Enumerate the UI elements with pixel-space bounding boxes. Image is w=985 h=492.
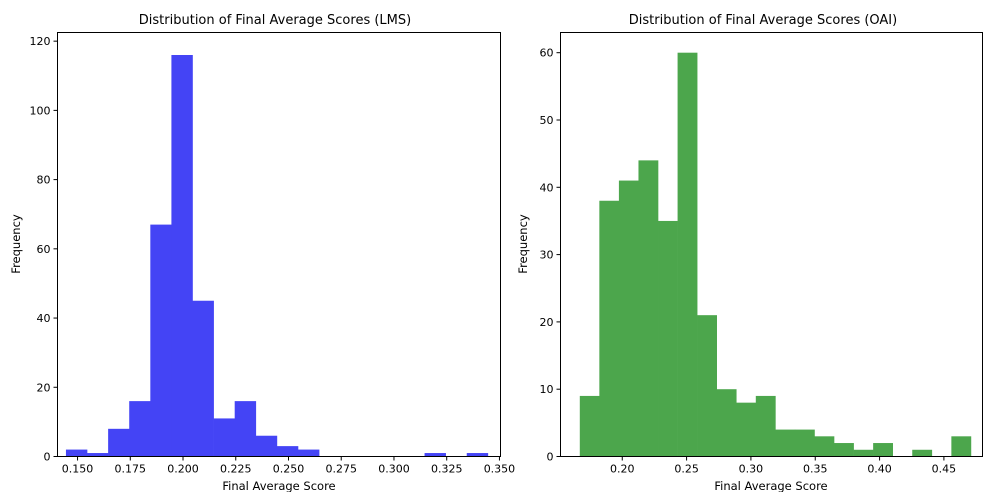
x-tick-label: 0.40 xyxy=(867,463,892,476)
chart-lms: Distribution of Final Average Scores (LM… xyxy=(9,13,515,492)
x-tick-label: 0.45 xyxy=(932,463,957,476)
y-tick-label: 30 xyxy=(540,249,554,262)
y-tick-label: 60 xyxy=(37,243,51,256)
x-tick-label: 0.25 xyxy=(674,463,699,476)
x-tick-label: 0.20 xyxy=(610,463,635,476)
x-tick-label: 0.325 xyxy=(431,463,463,476)
y-axis-label: Frequency xyxy=(9,214,23,274)
histogram-bar xyxy=(234,401,257,457)
histogram-bars xyxy=(579,52,972,457)
histogram-bar xyxy=(697,315,717,457)
histogram-bar xyxy=(579,395,600,457)
x-tick-label: 0.300 xyxy=(378,463,410,476)
x-axis-label: Final Average Score xyxy=(222,479,335,492)
histogram-bar xyxy=(873,443,893,457)
y-axis-label: Frequency xyxy=(516,214,530,274)
y-tick-label: 40 xyxy=(540,181,554,194)
y-axis-ticks: 0 10 20 30 40 50 60 xyxy=(540,47,561,464)
histogram-bar xyxy=(466,453,489,457)
y-tick-label: 20 xyxy=(37,381,51,394)
histogram-bar xyxy=(951,436,972,457)
x-tick-label: 0.350 xyxy=(484,463,516,476)
chart-title: Distribution of Final Average Scores (LM… xyxy=(139,13,411,28)
histogram-bar xyxy=(736,402,757,457)
histogram-bar xyxy=(171,55,193,457)
chart-title: Distribution of Final Average Scores (OA… xyxy=(629,13,897,28)
y-tick-label: 80 xyxy=(37,174,51,187)
histogram-bar xyxy=(794,429,815,457)
x-tick-label: 0.275 xyxy=(325,463,357,476)
histogram-bar xyxy=(213,418,235,457)
x-tick-label: 0.30 xyxy=(739,463,764,476)
histogram-bar xyxy=(618,180,639,457)
x-tick-label: 0.175 xyxy=(115,463,147,476)
plot-frame xyxy=(57,32,501,457)
y-tick-label: 0 xyxy=(547,451,554,464)
histogram-bar xyxy=(677,52,698,457)
y-tick-label: 100 xyxy=(30,104,51,117)
histogram-bar xyxy=(150,224,172,457)
histogram-bar xyxy=(129,401,151,457)
chart-oai: Distribution of Final Average Scores (OA… xyxy=(516,13,983,492)
histogram-bar xyxy=(658,220,678,457)
y-tick-label: 10 xyxy=(540,383,554,396)
x-tick-label: 0.150 xyxy=(62,463,94,476)
histogram-bar xyxy=(65,449,88,457)
y-tick-label: 0 xyxy=(44,451,51,464)
x-axis-ticks: 0.20 0.25 0.30 0.35 0.40 0.45 xyxy=(610,456,957,476)
x-axis-ticks: 0.150 0.175 0.200 0.225 0.250 0.275 0.300 0.325… xyxy=(62,456,516,476)
histogram-bars xyxy=(65,55,489,457)
y-axis-ticks: 0 20 40 60 80 100 120 xyxy=(30,35,58,464)
x-tick-label: 0.225 xyxy=(220,463,252,476)
y-tick-label: 60 xyxy=(540,47,554,60)
histogram-bar xyxy=(192,300,214,457)
x-tick-label: 0.250 xyxy=(273,463,305,476)
histogram-bar xyxy=(276,446,299,457)
y-tick-label: 40 xyxy=(37,312,51,325)
histogram-bar xyxy=(599,200,620,457)
histogram-bar xyxy=(775,429,796,457)
x-axis-label: Final Average Score xyxy=(714,479,827,492)
y-tick-label: 50 xyxy=(540,114,554,127)
y-tick-label: 20 xyxy=(540,316,554,329)
histogram-bar xyxy=(297,449,320,457)
histogram-bar xyxy=(755,395,776,457)
histogram-bar xyxy=(638,160,659,457)
plot-frame xyxy=(560,32,983,457)
histogram-bar xyxy=(87,453,109,457)
x-tick-label: 0.200 xyxy=(167,463,199,476)
histogram-bar xyxy=(912,449,933,457)
x-tick-label: 0.35 xyxy=(803,463,828,476)
histogram-bar xyxy=(834,443,854,457)
histogram-bar xyxy=(255,435,278,457)
histogram-bar xyxy=(716,389,737,457)
histogram-bar xyxy=(424,453,446,457)
histogram-bar xyxy=(108,428,130,457)
y-tick-label: 120 xyxy=(30,35,51,48)
histogram-bar xyxy=(814,436,835,457)
histogram-bar xyxy=(853,449,874,457)
